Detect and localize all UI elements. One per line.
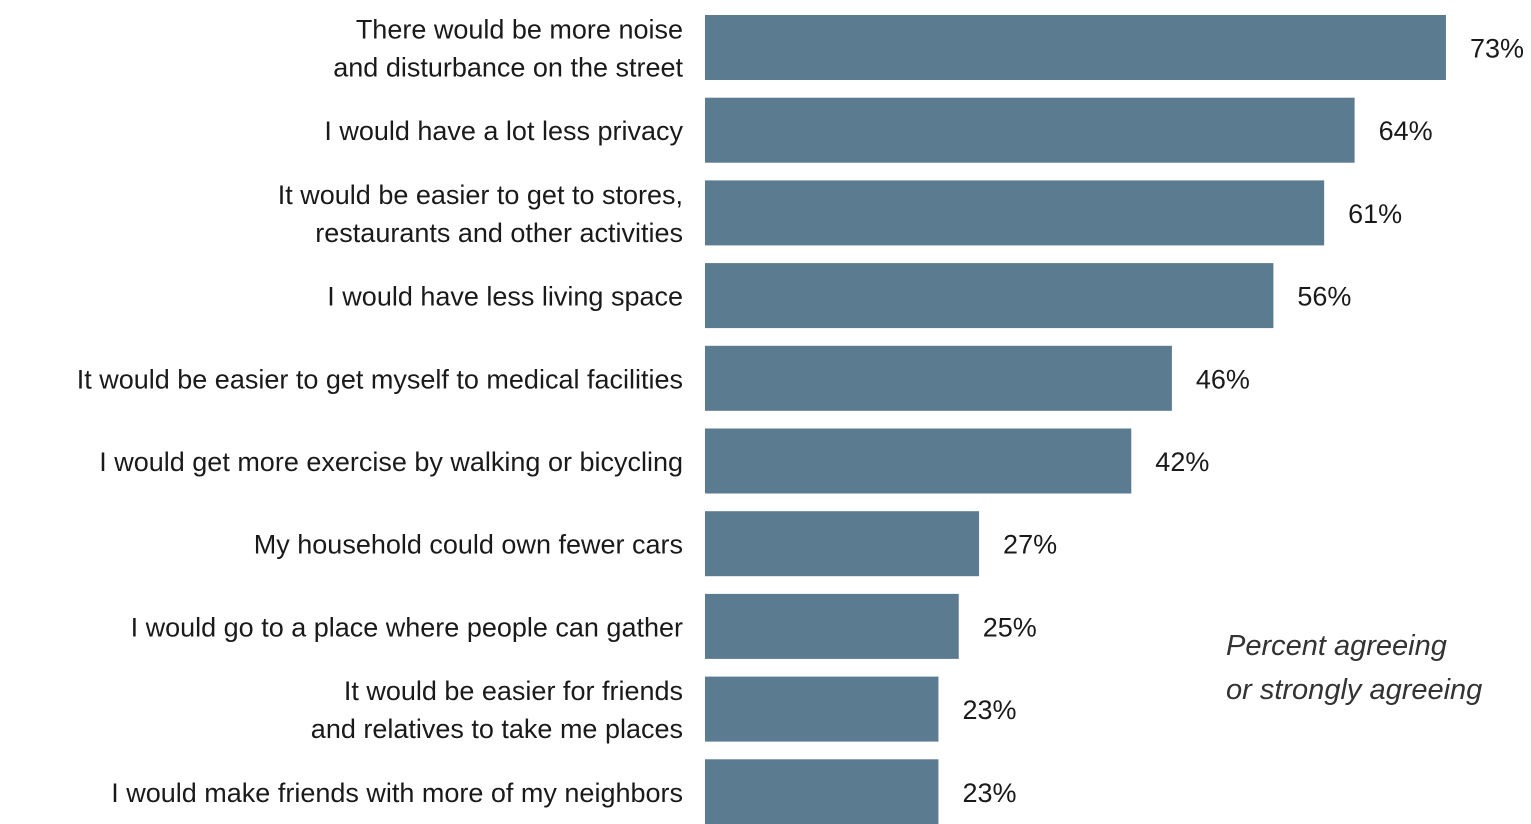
value-label-6: 42%: [1155, 447, 1209, 477]
value-label-9: 23%: [962, 695, 1016, 725]
bar-4: [705, 263, 1274, 329]
category-label-1-line-2: and disturbance on the street: [333, 53, 683, 83]
value-label-1: 73%: [1470, 34, 1524, 64]
bar-2: [705, 97, 1355, 163]
category-label-5: It would be easier to get myself to medi…: [77, 364, 683, 394]
value-label-4: 56%: [1297, 282, 1351, 312]
bar-5: [705, 345, 1172, 411]
category-label-1-line-1: There would be more noise: [356, 15, 683, 45]
bar-3: [705, 180, 1325, 246]
annotation-line-2: or strongly agreeing: [1226, 674, 1483, 706]
annotation-line-1: Percent agreeing: [1226, 630, 1447, 662]
category-label-9-line-2: and relatives to take me places: [311, 714, 683, 744]
value-label-10: 23%: [962, 778, 1016, 808]
chart-annotation: Percent agreeing or strongly agreeing: [1226, 624, 1482, 712]
category-label-3-line-1: It would be easier to get to stores,: [278, 180, 683, 210]
category-label-6: I would get more exercise by walking or …: [99, 447, 683, 477]
bar-6: [705, 428, 1132, 494]
value-label-8: 25%: [983, 612, 1037, 642]
value-label-2: 64%: [1379, 116, 1433, 146]
category-label-3-line-2: restaurants and other activities: [315, 218, 683, 248]
category-label-9-line-1: It would be easier for friends: [344, 676, 683, 706]
category-label-2: I would have a lot less privacy: [324, 116, 683, 146]
bar-1: [705, 15, 1446, 80]
category-label-4: I would have less living space: [327, 282, 683, 312]
value-label-5: 46%: [1196, 364, 1250, 394]
bar-7: [705, 511, 980, 577]
category-label-7: My household could own fewer cars: [254, 530, 683, 560]
value-label-7: 27%: [1003, 530, 1057, 560]
value-label-3: 61%: [1348, 199, 1402, 229]
bar-8: [705, 593, 959, 659]
bar-9: [705, 676, 939, 742]
category-label-10: I would make friends with more of my nei…: [111, 778, 683, 808]
bar-10: [705, 759, 939, 824]
category-label-8: I would go to a place where people can g…: [131, 612, 683, 642]
